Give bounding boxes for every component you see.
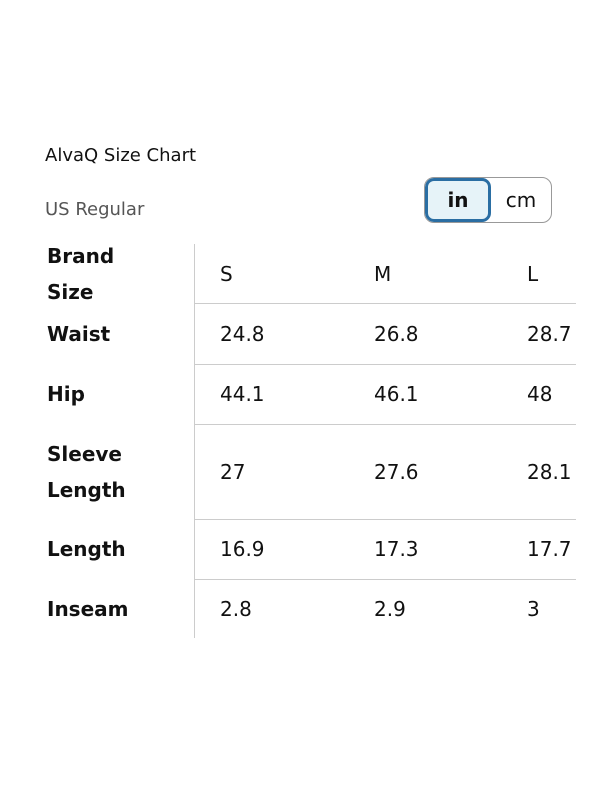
row-label: Inseam [47,596,129,621]
divider [194,244,195,638]
table-cell: 24.8 [220,321,265,346]
table-cell: 17.3 [374,537,419,561]
table-cell: 28.1 [527,459,572,484]
row-divider [194,519,576,520]
row-label: Waist [47,321,111,346]
unit-toggle: in cm [424,177,552,223]
row-divider [194,579,576,580]
table-cell: 46.1 [374,382,419,406]
table-cell: 3 [527,596,540,621]
column-header: S [220,261,233,286]
row-label: Length [47,537,126,561]
row-label: Hip [47,382,85,406]
table-cell: 17.7 [527,537,572,561]
unit-option[interactable]: cm [505,188,537,212]
column-header: M [374,261,392,286]
table-cell: 48 [527,382,553,406]
table-cell: 2.9 [374,596,406,621]
column-header: L [527,261,539,286]
table-cell: 2.8 [220,596,252,621]
row-label: Sleeve Length [47,441,126,502]
row-divider [194,364,576,365]
table-cell: 44.1 [220,382,265,406]
table-cell: 27.6 [374,459,419,484]
table-cell: 28.7 [527,321,572,346]
table-cell: 27 [220,459,246,484]
row-divider [194,303,576,304]
chart-title: AlvaQ Size Chart [45,145,197,166]
row-label: Brand Size [47,243,115,304]
row-divider [194,424,576,425]
subtitle: US Regular [45,199,145,220]
unit-option[interactable]: in [425,178,491,222]
table-cell: 16.9 [220,537,265,561]
table-cell: 26.8 [374,321,419,346]
